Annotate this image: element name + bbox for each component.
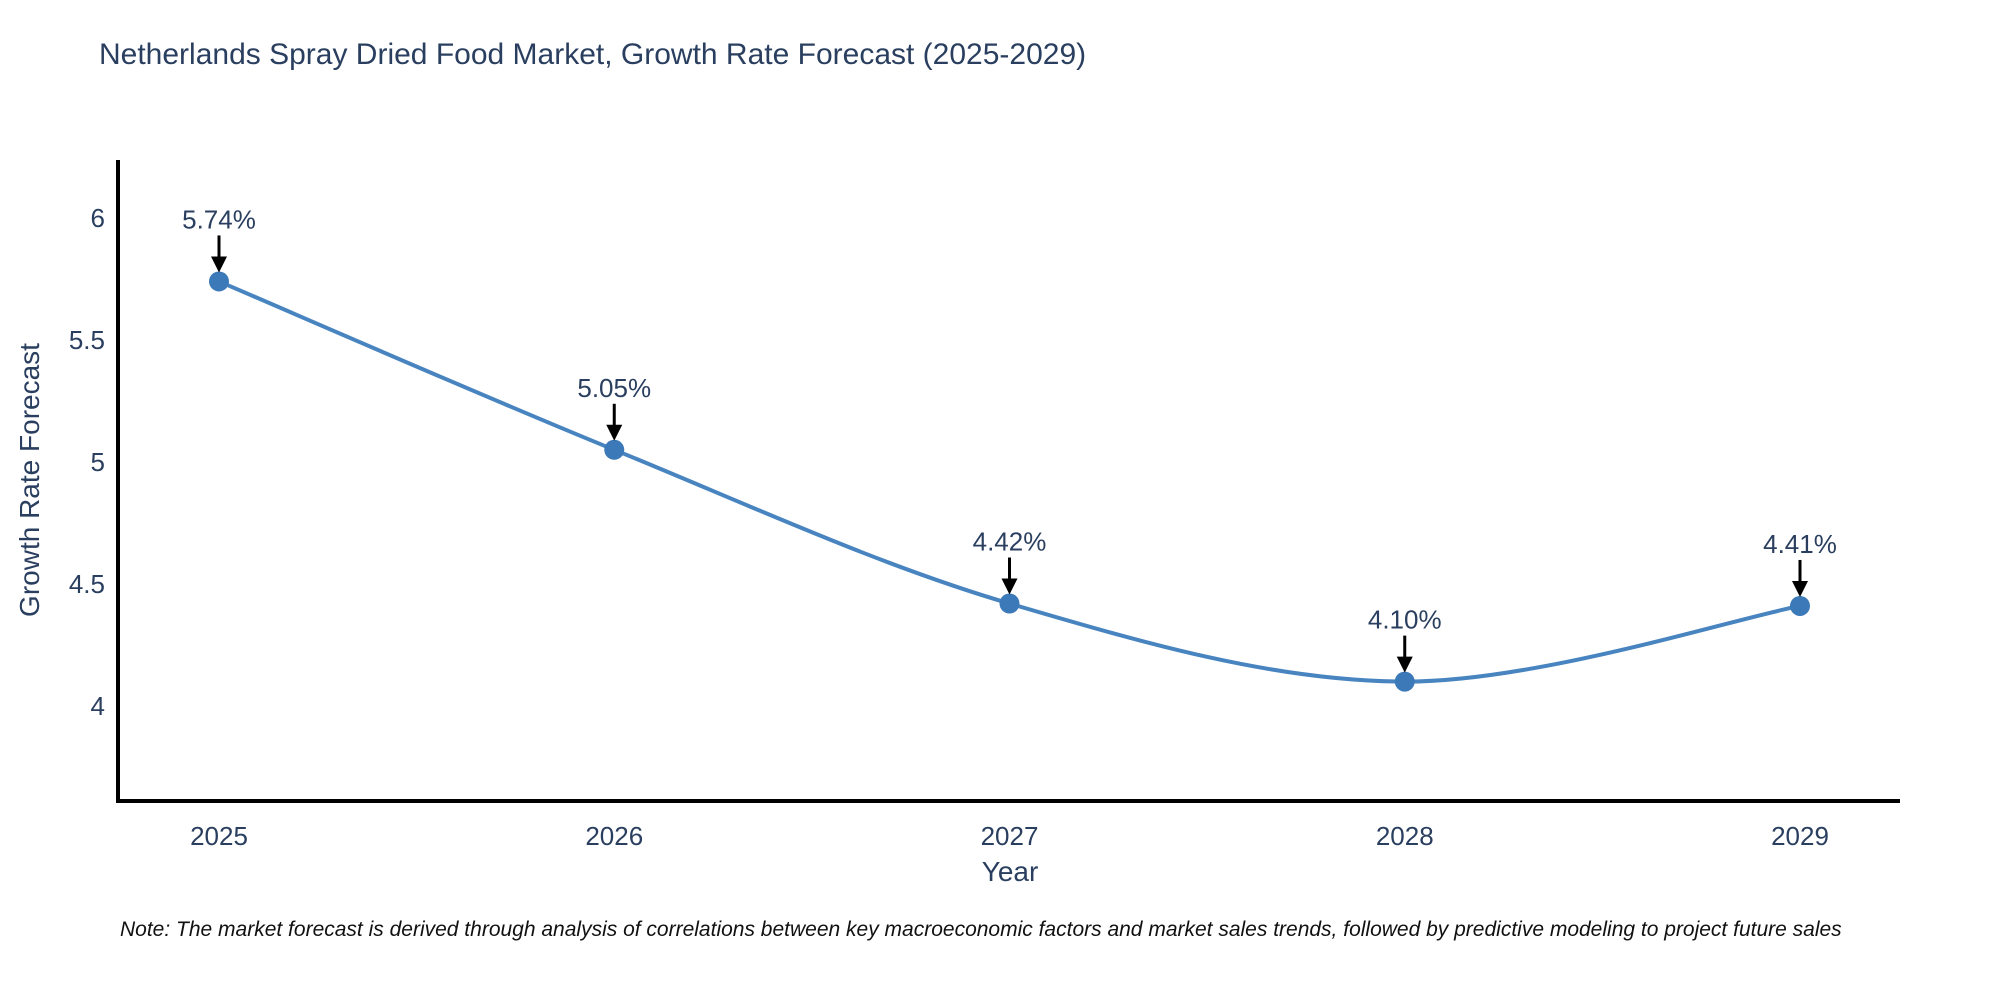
- data-point-label: 4.10%: [1368, 605, 1442, 635]
- annotation-arrowhead: [1396, 656, 1413, 673]
- data-point-label: 4.41%: [1763, 529, 1837, 559]
- annotation-arrowhead: [211, 256, 227, 273]
- data-point-label: 5.05%: [577, 373, 651, 403]
- data-point-marker: [1394, 671, 1415, 692]
- data-point-marker: [604, 439, 625, 460]
- footnote-text: Note: The market forecast is derived thr…: [120, 918, 1842, 941]
- data-point-marker: [209, 271, 229, 292]
- y-tick-label: 6: [91, 203, 105, 233]
- y-tick-label: 5.5: [69, 325, 105, 355]
- data-point-marker: [999, 593, 1020, 614]
- annotation-arrowhead: [606, 424, 623, 441]
- x-tick-label: 2026: [585, 821, 643, 851]
- x-axis-title: Year: [981, 856, 1039, 887]
- y-tick-label: 4.5: [69, 569, 105, 599]
- annotation-arrowhead: [1792, 580, 1808, 597]
- x-tick-label: 2027: [981, 821, 1039, 851]
- data-point-label: 5.74%: [182, 204, 256, 234]
- annotation-arrowhead: [1001, 578, 1018, 595]
- data-point-marker: [1790, 595, 1810, 616]
- x-tick-label: 2025: [190, 821, 248, 851]
- x-tick-label: 2029: [1771, 821, 1829, 851]
- y-tick-label: 4: [91, 691, 105, 721]
- x-tick-label: 2028: [1376, 821, 1434, 851]
- y-tick-label: 5: [91, 447, 105, 477]
- trend-line: [218, 279, 1801, 684]
- data-point-label: 4.42%: [973, 527, 1047, 557]
- chart-title: Netherlands Spray Dried Food Market, Gro…: [99, 38, 1087, 71]
- y-axis-title: Growth Rate Forecast: [14, 343, 45, 617]
